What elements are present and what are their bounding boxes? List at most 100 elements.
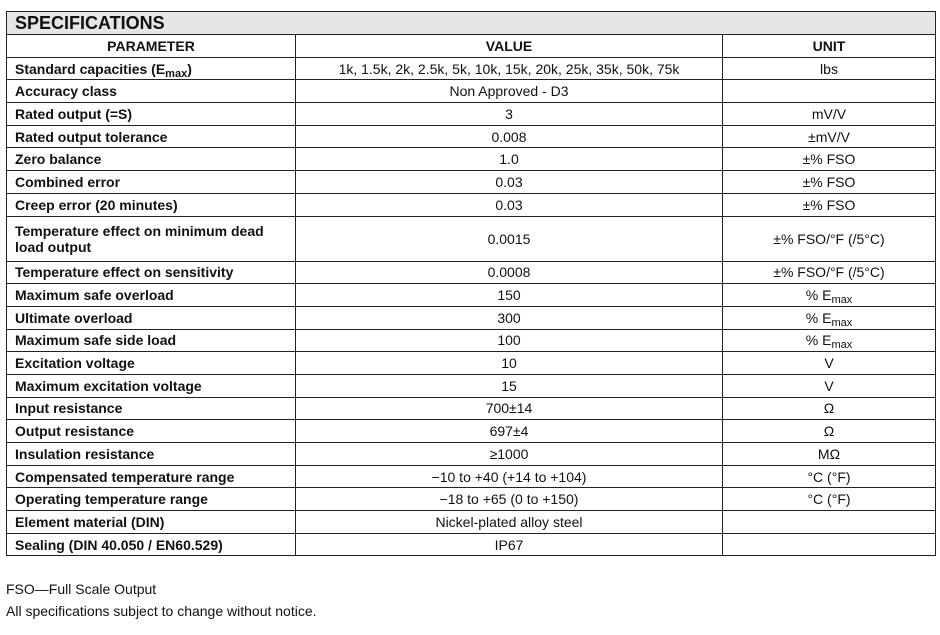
parameter-cell: Rated output tolerance	[6, 124, 296, 149]
parameter-text: Rated output tolerance	[15, 128, 168, 145]
unit-text: ±% FSO/°F (/5°C)	[773, 230, 885, 247]
value-cell: 100	[295, 328, 723, 353]
unit-cell: lbs	[722, 56, 936, 81]
value-cell: 0.0015	[295, 215, 723, 262]
table-row: Maximum safe side load 100% Emax	[6, 328, 936, 353]
unit-text: °C (°F)	[807, 491, 851, 508]
unit-text: ±% FSO/°F (/5°C)	[773, 264, 885, 281]
parameter-text: Rated output (=S)	[15, 105, 133, 122]
unit-cell: Ω	[722, 396, 936, 421]
value-cell: ≥1000	[295, 442, 723, 466]
table-row: Element material (DIN) Nickel-plated allo…	[6, 510, 936, 534]
parameter-text: Maximum excitation voltage	[15, 377, 202, 394]
value-cell: 0.03	[295, 170, 723, 194]
table-row: Insulation resistance ≥1000 MΩ	[6, 442, 936, 466]
value-cell: IP67	[295, 532, 723, 557]
parameter-cell: Rated output (=S)	[6, 102, 296, 126]
table-row: Excitation voltage 10 V	[6, 351, 936, 375]
table-row: Temperature effect on sensitivity 0.0008 ±…	[6, 260, 936, 285]
header-unit: UNIT	[722, 34, 936, 58]
table-title-row: SPECIFICATIONS	[6, 11, 936, 35]
value-cell: Non Approved - D3	[295, 79, 723, 104]
footnote-disclaimer: All specifications subject to change wit…	[6, 603, 317, 619]
unit-cell: ±mV/V	[722, 124, 936, 149]
unit-cell: MΩ	[722, 442, 936, 466]
unit-cell: Ω	[722, 419, 936, 443]
parameter-text: Maximum safe side load	[15, 332, 177, 349]
parameter-subscript: max	[165, 67, 188, 80]
value-cell: 0.0008	[295, 260, 723, 285]
parameter-text: Ultimate overload	[15, 309, 133, 326]
parameter-text: Element material (DIN)	[15, 513, 165, 530]
unit-text: Ω	[823, 400, 835, 417]
parameter-text: Standard capacities (E	[15, 60, 166, 77]
value-cell: 700±14	[295, 396, 723, 421]
unit-text: % E	[805, 287, 832, 304]
value-cell: 697±4	[295, 419, 723, 443]
value-cell: 3	[295, 102, 723, 126]
unit-text: ±% FSO	[802, 196, 856, 213]
unit-cell	[722, 510, 936, 534]
unit-text: ±% FSO	[802, 173, 856, 190]
value-cell: 1.0	[295, 147, 723, 172]
parameter-cell: Operating temperature range	[6, 487, 296, 512]
parameter-text: Creep error (20 minutes)	[15, 196, 178, 213]
footnotes: FSO—Full Scale Output All specifications…	[6, 578, 317, 622]
unit-cell: °C (°F)	[722, 464, 936, 489]
parameter-text: Maximum safe overload	[15, 287, 174, 304]
unit-text: ±% FSO	[802, 151, 856, 168]
unit-text: V	[824, 377, 834, 394]
value-cell: 1k, 1.5k, 2k, 2.5k, 5k, 10k, 15k, 20k, 2…	[295, 56, 723, 81]
table-row: Rated output tolerance 0.008 ±mV/V	[6, 124, 936, 149]
parameter-text: Output resistance	[15, 423, 135, 440]
parameter-cell: Accuracy class	[6, 79, 296, 104]
parameter-cell: Input resistance	[6, 396, 296, 421]
unit-cell: ±% FSO	[722, 147, 936, 172]
parameter-cell: Creep error (20 minutes)	[6, 192, 296, 217]
header-row: PARAMETER VALUE UNIT	[6, 34, 936, 58]
parameter-cell: Compensated temperature range	[6, 464, 296, 489]
parameter-cell: Excitation voltage	[6, 351, 296, 375]
value-cell: −18 to +65 (0 to +150)	[295, 487, 723, 512]
value-cell: 300	[295, 305, 723, 330]
value-cell: 15	[295, 373, 723, 398]
unit-text: °C (°F)	[807, 468, 851, 485]
parameter-cell: Insulation resistance	[6, 442, 296, 466]
parameter-text: Combined error	[15, 173, 121, 190]
parameter-text: Excitation voltage	[15, 355, 135, 372]
table-row: Output resistance 697±4 Ω	[6, 419, 936, 443]
unit-cell	[722, 79, 936, 104]
unit-subscript: max	[831, 294, 853, 307]
value-cell: −10 to +40 (+14 to +104)	[295, 464, 723, 489]
unit-cell: V	[722, 373, 936, 398]
table-title: SPECIFICATIONS	[6, 11, 936, 35]
parameter-cell: Maximum excitation voltage	[6, 373, 296, 398]
header-parameter: PARAMETER	[6, 34, 296, 58]
parameter-cell: Element material (DIN)	[6, 510, 296, 534]
parameter-cell: Temperature effect on minimum dead load …	[6, 215, 296, 262]
parameter-cell: Maximum safe side load	[6, 328, 296, 353]
table-row: Maximum excitation voltage 15 V	[6, 373, 936, 398]
table-row: Accuracy class Non Approved - D3	[6, 79, 936, 104]
header-value: VALUE	[295, 34, 723, 58]
unit-cell: V	[722, 351, 936, 375]
parameter-cell: Zero balance	[6, 147, 296, 172]
parameter-cell: Output resistance	[6, 419, 296, 443]
unit-text: V	[824, 355, 834, 372]
table-row: Rated output (=S) 3 mV/V	[6, 102, 936, 126]
table-row: Ultimate overload 300% Emax	[6, 305, 936, 330]
unit-cell: mV/V	[722, 102, 936, 126]
parameter-text: Temperature effect on minimum dead load …	[15, 222, 264, 255]
table-row: Standard capacities (Emax) 1k, 1.5k, 2k, …	[6, 56, 936, 81]
table-row: Combined error 0.03 ±% FSO	[6, 170, 936, 194]
specifications-table: SPECIFICATIONS PARAMETER VALUE UNIT Stan…	[6, 11, 936, 557]
unit-text: ±mV/V	[808, 128, 850, 145]
unit-cell	[722, 532, 936, 557]
parameter-text: Zero balance	[15, 151, 102, 168]
unit-cell: % Emax	[722, 283, 936, 307]
parameter-cell: Maximum safe overload	[6, 283, 296, 307]
parameter-text: Insulation resistance	[15, 445, 155, 462]
unit-subscript: max	[831, 316, 853, 329]
value-cell: 10	[295, 351, 723, 375]
parameter-text: Input resistance	[15, 400, 123, 417]
